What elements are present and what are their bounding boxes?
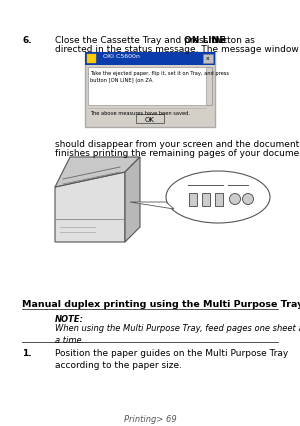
Text: button as: button as: [209, 36, 255, 45]
Text: Take the ejected paper, flip it, set it on Tray, and press: Take the ejected paper, flip it, set it …: [90, 71, 229, 76]
Bar: [85, 53, 215, 66]
Bar: [88, 68, 212, 106]
Bar: [87, 55, 96, 64]
Bar: [202, 193, 210, 207]
Text: OK: OK: [145, 116, 155, 122]
Bar: [215, 193, 223, 207]
Circle shape: [242, 194, 253, 205]
Text: Close the Cassette Tray and press the: Close the Cassette Tray and press the: [55, 36, 229, 45]
Text: OKI C5600n: OKI C5600n: [103, 55, 140, 59]
Polygon shape: [55, 158, 140, 187]
Bar: [206, 68, 212, 106]
Polygon shape: [55, 173, 125, 242]
Text: The above measures have been saved.: The above measures have been saved.: [90, 111, 190, 116]
Polygon shape: [125, 158, 140, 242]
Text: Position the paper guides on the Multi Purpose Tray
according to the paper size.: Position the paper guides on the Multi P…: [55, 348, 288, 369]
Text: directed in the status message. The message window: directed in the status message. The mess…: [55, 45, 299, 54]
Ellipse shape: [166, 172, 270, 224]
Polygon shape: [130, 202, 174, 210]
Circle shape: [230, 194, 241, 205]
Bar: [203, 55, 213, 64]
Bar: [85, 53, 215, 128]
Text: When using the Multi Purpose Tray, feed pages one sheet at
a time.: When using the Multi Purpose Tray, feed …: [55, 323, 300, 344]
Text: should disappear from your screen and the document: should disappear from your screen and th…: [55, 140, 299, 149]
Bar: [136, 115, 164, 124]
Text: 6.: 6.: [22, 36, 32, 45]
Text: 1.: 1.: [22, 348, 32, 357]
Text: ON LINE: ON LINE: [184, 36, 226, 45]
Text: finishes printing the remaining pages of your document.: finishes printing the remaining pages of…: [55, 149, 300, 158]
Bar: [189, 193, 197, 207]
Text: button [ON LINE] (on ZA.: button [ON LINE] (on ZA.: [90, 78, 154, 83]
Text: Manual duplex printing using the Multi Purpose Tray: Manual duplex printing using the Multi P…: [22, 299, 300, 308]
Text: Printing> 69: Printing> 69: [124, 414, 176, 423]
Text: NOTE:: NOTE:: [55, 314, 84, 323]
Text: x: x: [206, 55, 210, 60]
